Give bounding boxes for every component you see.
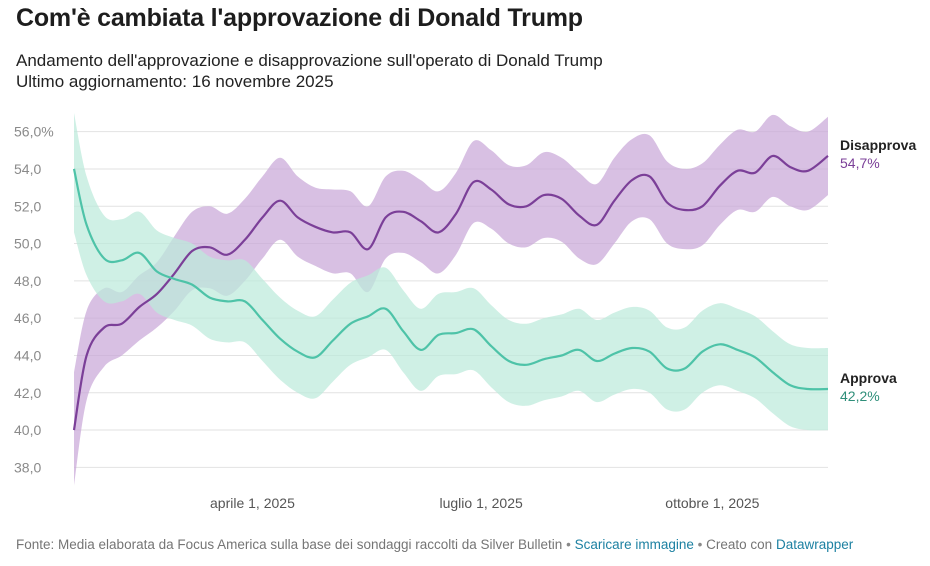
y-tick-label: 44,0 xyxy=(14,347,41,363)
footer-separator: • xyxy=(566,537,571,552)
datawrapper-link[interactable]: Datawrapper xyxy=(775,537,854,552)
download-image-link[interactable]: Scaricare immagine xyxy=(574,537,694,552)
series-line-disapprova xyxy=(72,154,829,431)
series-line-approva xyxy=(72,168,829,391)
x-tick-label: ottobre 1, 2025 xyxy=(665,495,759,511)
y-tick-label: 42,0 xyxy=(14,385,41,401)
y-tick-label: 50,0 xyxy=(14,236,41,252)
y-tick-label: 56,0% xyxy=(14,124,54,140)
source-note: Fonte: Media elaborata da Focus America … xyxy=(16,537,563,552)
x-tick-label: luglio 1, 2025 xyxy=(440,495,524,511)
chart-title: Com'è cambiata l'approvazione di Donald … xyxy=(16,4,583,32)
band-disapprova xyxy=(74,114,828,487)
last-updated: Ultimo aggiornamento: 16 novembre 2025 xyxy=(16,72,334,91)
series-end-value-disapprova: 54,7% xyxy=(840,155,880,171)
series-end-value-approva: 42,2% xyxy=(840,388,880,404)
footer-separator: • xyxy=(697,537,703,552)
chart-subtitle: Andamento dell'approvazione e disapprova… xyxy=(16,51,603,70)
y-tick-label: 46,0 xyxy=(14,310,41,326)
y-tick-label: 40,0 xyxy=(14,422,41,438)
y-tick-label: 52,0 xyxy=(14,198,41,214)
band-approva xyxy=(74,113,828,431)
series-label-approva: Approva xyxy=(840,370,897,386)
y-tick-label: 38,0 xyxy=(14,459,41,475)
y-tick-label: 54,0 xyxy=(14,161,41,177)
chart-area: 38,0 40,0 42,0 44,0 46,0 48,0 50,0 52,0 54,0 56,0… xyxy=(14,113,916,511)
created-with-text: Creato con xyxy=(706,537,773,552)
footer: Fonte: Media elaborata da Focus America … xyxy=(16,537,853,552)
x-tick-label: aprile 1, 2025 xyxy=(210,495,295,511)
y-tick-label: 48,0 xyxy=(14,273,41,289)
series-label-disapprova: Disapprova xyxy=(840,137,916,153)
